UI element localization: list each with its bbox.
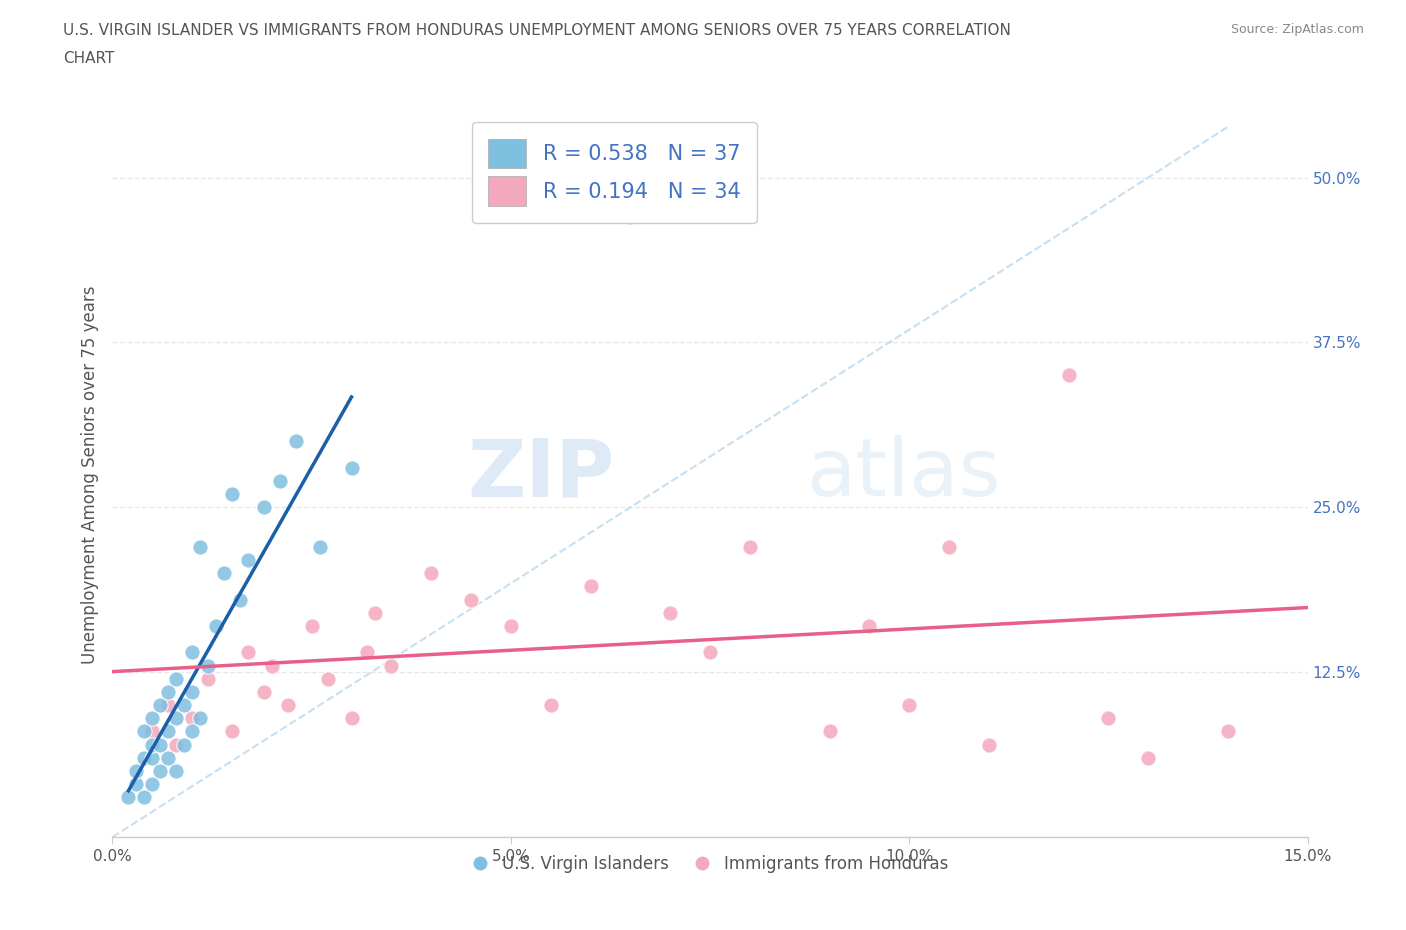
Point <box>977 737 1000 752</box>
Point <box>356 644 378 659</box>
Point <box>540 698 562 712</box>
Point <box>619 209 641 224</box>
Point <box>157 724 180 739</box>
Point <box>149 698 172 712</box>
Point <box>157 751 180 765</box>
Point <box>460 592 482 607</box>
Point <box>229 592 252 607</box>
Point <box>659 605 682 620</box>
Point <box>340 711 363 725</box>
Point <box>738 539 761 554</box>
Point <box>858 618 880 633</box>
Point <box>221 724 243 739</box>
Point <box>236 552 259 567</box>
Point <box>380 658 402 673</box>
Point <box>340 460 363 475</box>
Point <box>253 684 276 699</box>
Point <box>420 565 443 580</box>
Point <box>221 486 243 501</box>
Text: ZIP: ZIP <box>467 435 614 513</box>
Point <box>301 618 323 633</box>
Point <box>364 605 387 620</box>
Point <box>149 737 172 752</box>
Point <box>269 473 291 488</box>
Point <box>149 764 172 778</box>
Point <box>141 751 163 765</box>
Point <box>236 644 259 659</box>
Point <box>188 711 211 725</box>
Point <box>181 644 204 659</box>
Text: Source: ZipAtlas.com: Source: ZipAtlas.com <box>1230 23 1364 36</box>
Point <box>1097 711 1119 725</box>
Point <box>157 698 180 712</box>
Text: CHART: CHART <box>63 51 115 66</box>
Point <box>499 618 522 633</box>
Point <box>818 724 841 739</box>
Point <box>165 671 187 686</box>
Point <box>165 764 187 778</box>
Point <box>134 790 156 804</box>
Point <box>141 777 163 791</box>
Point <box>125 764 148 778</box>
Point <box>141 711 163 725</box>
Point <box>699 644 721 659</box>
Text: U.S. VIRGIN ISLANDER VS IMMIGRANTS FROM HONDURAS UNEMPLOYMENT AMONG SENIORS OVER: U.S. VIRGIN ISLANDER VS IMMIGRANTS FROM … <box>63 23 1011 38</box>
Point <box>134 751 156 765</box>
Y-axis label: Unemployment Among Seniors over 75 years: Unemployment Among Seniors over 75 years <box>80 286 98 663</box>
Point <box>181 724 204 739</box>
Point <box>205 618 228 633</box>
Point <box>316 671 339 686</box>
Point <box>1216 724 1239 739</box>
Point <box>165 737 187 752</box>
Point <box>197 671 219 686</box>
Text: atlas: atlas <box>806 435 1000 513</box>
Point <box>277 698 299 712</box>
Point <box>1057 368 1080 383</box>
Point <box>181 711 204 725</box>
Point <box>141 737 163 752</box>
Point <box>117 790 139 804</box>
Point <box>165 711 187 725</box>
Point <box>173 737 195 752</box>
Point <box>1137 751 1160 765</box>
Point <box>253 499 276 514</box>
Point <box>284 434 307 449</box>
Legend: U.S. Virgin Islanders, Immigrants from Honduras: U.S. Virgin Islanders, Immigrants from H… <box>465 848 955 880</box>
Point <box>898 698 921 712</box>
Point <box>308 539 330 554</box>
Point <box>938 539 960 554</box>
Point <box>181 684 204 699</box>
Point <box>157 684 180 699</box>
Point <box>125 777 148 791</box>
Point <box>579 579 602 594</box>
Point <box>141 724 163 739</box>
Point <box>197 658 219 673</box>
Point <box>212 565 235 580</box>
Point <box>260 658 283 673</box>
Point <box>173 698 195 712</box>
Point <box>134 724 156 739</box>
Point <box>188 539 211 554</box>
